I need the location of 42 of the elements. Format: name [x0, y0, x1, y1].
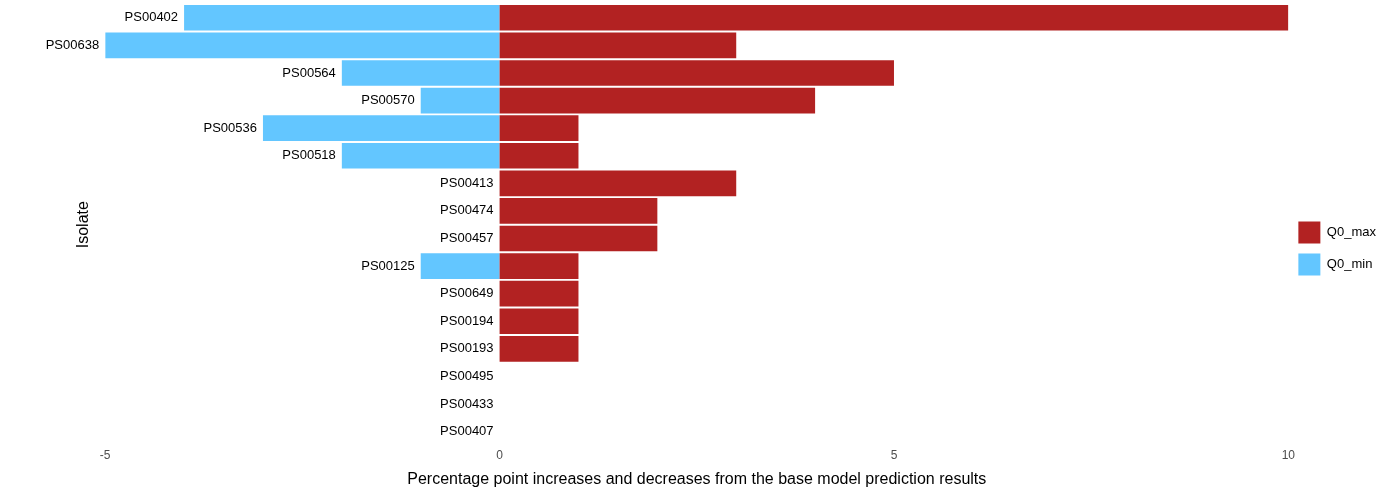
bar: [499, 60, 894, 86]
bar: [105, 32, 500, 59]
y-tick-label: PS00402: [124, 9, 179, 25]
bar: [499, 4, 1289, 31]
x-tick-label: 0: [496, 447, 504, 462]
bar: [499, 336, 579, 362]
legend-label: Q0_max: [1326, 224, 1377, 240]
bar: [499, 198, 658, 224]
bar: [341, 142, 500, 169]
bar: [499, 225, 658, 252]
bar: [499, 115, 579, 141]
bar: [420, 87, 500, 114]
bar: [184, 4, 500, 31]
bar: [420, 253, 500, 279]
bar: [499, 280, 579, 307]
y-tick-label: PS00518: [282, 147, 336, 163]
bar: [499, 87, 816, 114]
y-tick-label: PS00407: [440, 423, 494, 439]
y-tick-label: PS00649: [440, 285, 494, 301]
y-tick-label: PS00194: [440, 312, 494, 328]
x-tick-label: -5: [99, 447, 111, 462]
y-tick-label: PS00536: [203, 119, 257, 135]
y-tick-label: PS00125: [361, 257, 415, 273]
legend-label: Q0_min: [1326, 256, 1373, 272]
y-tick-label: PS00433: [440, 395, 494, 411]
bar: [341, 60, 500, 86]
x-axis-title: Percentage point increases and decreases from the base model prediction results: [407, 469, 987, 487]
y-tick-label: PS00474: [440, 202, 494, 218]
bar: [499, 32, 737, 59]
x-tick-label: 10: [1281, 447, 1296, 462]
bar: [499, 308, 579, 335]
y-tick-label: PS00564: [282, 64, 336, 80]
y-tick-label: PS00193: [440, 340, 494, 356]
y-tick-label: PS00570: [361, 92, 415, 108]
y-axis-title: Isolate: [74, 201, 92, 249]
bar: [499, 253, 579, 279]
y-tick-label: PS00413: [440, 174, 494, 190]
x-tick-label: 5: [890, 447, 898, 462]
y-tick-label: PS00495: [440, 368, 494, 384]
y-tick-label: PS00457: [440, 230, 494, 246]
y-tick-label: PS00638: [45, 36, 100, 52]
bar: [262, 115, 500, 141]
